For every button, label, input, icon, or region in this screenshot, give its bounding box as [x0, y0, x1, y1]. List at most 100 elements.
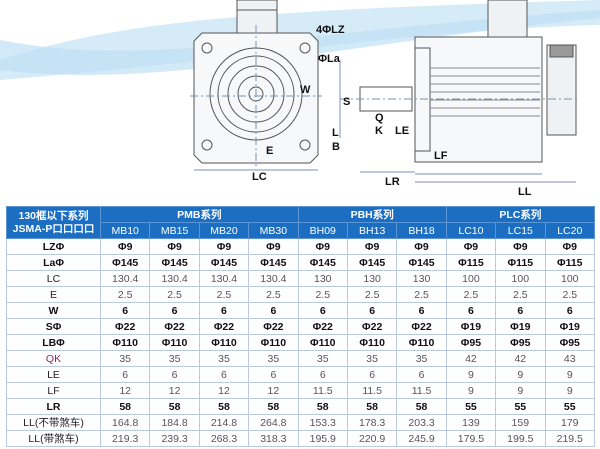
table-cell: 6 — [198, 302, 250, 319]
row-label: LL(不带煞车) — [6, 414, 101, 431]
table-cell: 6 — [99, 366, 151, 383]
table-cell: 6 — [297, 302, 348, 319]
model-header: LC15 — [495, 222, 546, 239]
table-cell: 2.5 — [297, 286, 348, 303]
table-cell: 35 — [396, 350, 447, 367]
label-lc: LC — [252, 171, 267, 183]
table-cell: 6 — [396, 302, 447, 319]
table-cell: Φ145 — [248, 254, 299, 271]
table-cell: 58 — [99, 398, 151, 415]
table-row: QK 35 35 35 35 35 35 35 42 42 43 — [6, 350, 596, 367]
label-la: ΦLa — [318, 53, 341, 65]
table-cell: 220.9 — [346, 430, 398, 447]
table-row: LC 130.4 130.4 130.4 130.4 130 130 130 100 100 100 — [6, 270, 596, 287]
table-cell: Φ115 — [495, 254, 546, 271]
table-cell: 35 — [99, 350, 151, 367]
table-cell: 100 — [445, 270, 497, 287]
table-cell: Φ145 — [297, 254, 348, 271]
label-lr: LR — [385, 176, 400, 188]
table-cell: 58 — [149, 398, 200, 415]
table-cell: Φ22 — [198, 318, 250, 335]
table-row: LL(不带煞车) 164.8 184.8 214.8 264.8 153.3 178.3 20… — [6, 414, 596, 431]
table-cell: 12 — [99, 382, 151, 399]
row-label: QK — [6, 350, 101, 367]
table-cell: 12 — [149, 382, 200, 399]
table-row: LE 6 6 6 6 6 6 6 9 9 9 — [6, 366, 596, 383]
table-cell: Φ110 — [396, 334, 447, 351]
table-cell: Φ9 — [99, 238, 151, 255]
model-header-row: MB10 MB15 MB20 MB30 BH09 BH13 BH18 LC10 LC15 LC20 — [7, 222, 596, 239]
table-cell: 130 — [396, 270, 447, 287]
table-cell: 2.5 — [346, 286, 398, 303]
table-cell: Φ22 — [149, 318, 200, 335]
table-cell: 2.5 — [445, 286, 497, 303]
table-cell: Φ115 — [544, 254, 596, 271]
table-cell: 2.5 — [99, 286, 151, 303]
table-cell: 58 — [396, 398, 447, 415]
table-cell: 6 — [396, 366, 447, 383]
row-label: LaΦ — [6, 254, 101, 271]
table-cell: Φ19 — [544, 318, 596, 335]
table-cell: Φ19 — [445, 318, 497, 335]
table-cell: 219.5 — [544, 430, 596, 447]
label-k: K — [375, 125, 383, 137]
label-q: Q — [375, 112, 384, 124]
label-le: LE — [395, 125, 409, 137]
table-cell: Φ145 — [198, 254, 250, 271]
table-cell: Φ145 — [99, 254, 151, 271]
label-s: S — [343, 96, 350, 108]
table-cell: 179 — [544, 414, 596, 431]
table-cell: Φ9 — [544, 238, 596, 255]
table-cell: Φ145 — [346, 254, 398, 271]
table-cell: Φ110 — [99, 334, 151, 351]
table-cell: 12 — [198, 382, 250, 399]
table-cell: 35 — [297, 350, 348, 367]
table-cell: 2.5 — [495, 286, 546, 303]
table-cell: Φ22 — [346, 318, 398, 335]
table-cell: 11.5 — [297, 382, 348, 399]
table-cell: Φ9 — [396, 238, 447, 255]
table-cell: 6 — [248, 366, 299, 383]
table-cell: 179.5 — [445, 430, 497, 447]
row-label: SΦ — [6, 318, 101, 335]
table-cell: 55 — [495, 398, 546, 415]
label-w: W — [300, 84, 311, 96]
model-header: LC10 — [445, 222, 497, 239]
table-cell: 35 — [198, 350, 250, 367]
table-cell: 139 — [445, 414, 497, 431]
row-label: LL(带煞车) — [6, 430, 101, 447]
table-row: LR 58 58 58 58 58 58 58 55 55 55 — [6, 398, 596, 415]
label-ll: LL — [518, 186, 532, 198]
dimension-table: 130框以下系列 JSMA-P口口口口 PMB系列 PBH系列 PLC系列 MB… — [6, 206, 596, 447]
table-cell: Φ95 — [445, 334, 497, 351]
table-cell: 9 — [445, 366, 497, 383]
table-cell: 130.4 — [99, 270, 151, 287]
table-cell: 268.3 — [198, 430, 250, 447]
table-cell: 35 — [149, 350, 200, 367]
table-cell: Φ22 — [248, 318, 299, 335]
table-cell: 214.8 — [198, 414, 250, 431]
table-cell: 55 — [445, 398, 497, 415]
table-cell: Φ95 — [495, 334, 546, 351]
table-cell: 11.5 — [396, 382, 447, 399]
label-4-lz: 4ΦLZ — [316, 24, 345, 36]
table-cell: 9 — [495, 366, 546, 383]
table-cell: 35 — [346, 350, 398, 367]
label-lf: LF — [434, 150, 448, 162]
table-cell: 6 — [346, 302, 398, 319]
series-range: 130框以下系列 — [18, 209, 89, 222]
model-header: MB10 — [99, 222, 151, 239]
table-cell: 42 — [495, 350, 546, 367]
table-cell: Φ9 — [346, 238, 398, 255]
table-cell: 6 — [297, 366, 348, 383]
table-cell: 42 — [445, 350, 497, 367]
table-row: LL(带煞车) 219.3 239.3 268.3 318.3 195.9 220.9 245… — [6, 430, 596, 447]
row-label: LF — [6, 382, 101, 399]
table-cell: 55 — [544, 398, 596, 415]
table-cell: 195.9 — [297, 430, 348, 447]
table-cell: 130 — [346, 270, 398, 287]
motor-dimension-drawing: 4ΦLZ ΦLa W E LC S Q K LE L B LF LR LL — [190, 0, 580, 198]
row-label: LBΦ — [6, 334, 101, 351]
table-cell: Φ9 — [198, 238, 250, 255]
table-cell: 130.4 — [248, 270, 299, 287]
